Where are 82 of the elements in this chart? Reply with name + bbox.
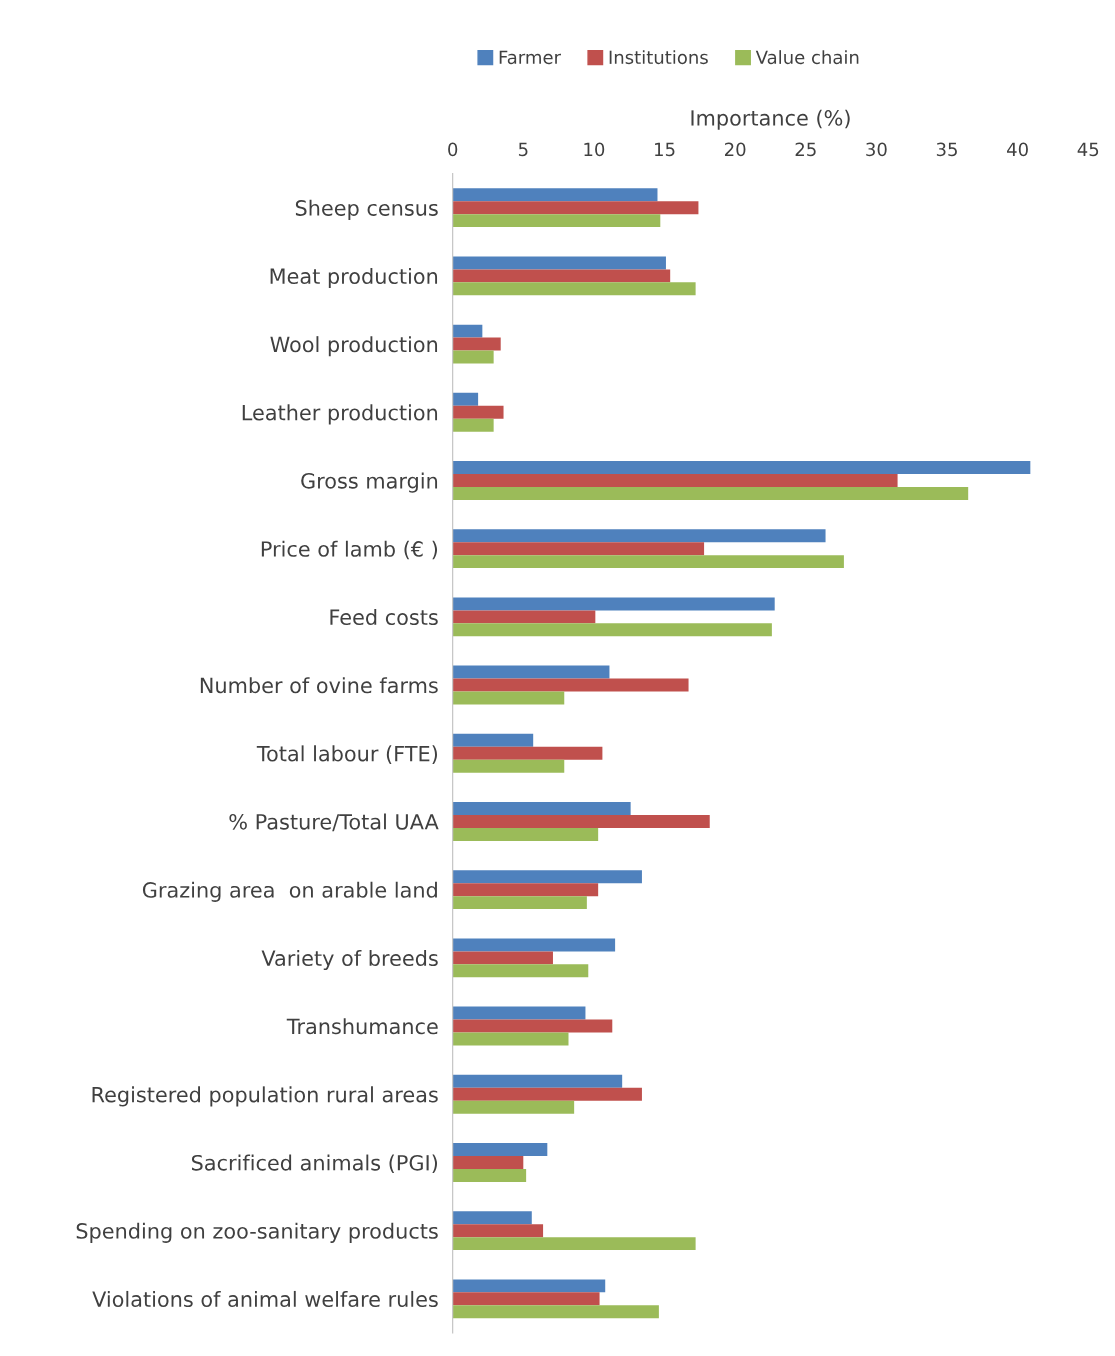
y-tick-label: Number of ovine farms — [200, 677, 438, 694]
x-tick-label: 45 — [1077, 142, 1099, 157]
bar — [452, 951, 553, 965]
x-tick-label: 40 — [1007, 142, 1028, 157]
bar — [452, 610, 596, 624]
bar — [452, 814, 710, 828]
bar — [452, 1006, 586, 1020]
bar — [452, 461, 1031, 474]
bar — [452, 1237, 696, 1251]
bar — [452, 201, 699, 215]
x-tick-label: 10 — [584, 142, 605, 157]
bar — [452, 542, 705, 556]
bar — [452, 324, 483, 338]
x-tick-label: 0 — [448, 142, 458, 157]
x-tick-label: 5 — [518, 142, 528, 157]
bar — [452, 1074, 623, 1088]
bar — [452, 883, 599, 897]
bar — [452, 337, 501, 351]
bar — [452, 214, 661, 228]
y-tick-label: Variety of breeds — [261, 949, 438, 971]
bar — [452, 733, 534, 747]
bar — [452, 418, 494, 432]
legend-label: Institutions — [609, 50, 708, 65]
bar — [452, 256, 666, 270]
bar — [452, 665, 610, 679]
bar — [452, 870, 642, 884]
bar — [452, 678, 689, 692]
bar — [452, 1019, 613, 1033]
bar — [452, 269, 671, 283]
bar — [452, 1087, 642, 1101]
bar — [452, 896, 587, 910]
y-tick-label: Feed costs — [330, 608, 438, 626]
y-tick-label: Leather production — [242, 404, 438, 425]
y-tick-label: Grazing area on arable land — [142, 881, 437, 902]
bar — [452, 188, 658, 202]
y-tick-label: Gross margin — [301, 472, 438, 493]
bar — [452, 282, 696, 296]
bar — [452, 1292, 600, 1306]
x-tick-label: 35 — [936, 142, 957, 157]
bar — [452, 1211, 532, 1225]
y-tick-label: Registered population rural areas — [92, 1086, 438, 1107]
bar — [452, 473, 898, 487]
bar — [452, 350, 494, 364]
bar — [452, 623, 772, 637]
bar — [452, 827, 599, 841]
bar — [452, 1143, 548, 1156]
bar — [452, 938, 616, 952]
y-tick-label: Sacrificed animals (PGI) — [191, 1154, 438, 1174]
bar — [452, 1155, 524, 1169]
bar — [452, 691, 565, 705]
y-tick-label: Violations of animal welfare rules — [92, 1290, 438, 1308]
bar — [452, 1279, 606, 1293]
y-tick-label: Total labour (FTE) — [256, 745, 438, 764]
bar — [452, 405, 504, 419]
x-tick-label: 20 — [724, 142, 746, 157]
bar — [452, 1032, 569, 1046]
bar — [452, 759, 565, 773]
y-tick-label: Price of lamb (€ ) — [261, 540, 438, 560]
bar — [452, 1168, 527, 1182]
bar — [452, 597, 775, 611]
x-tick-label: 15 — [655, 142, 675, 157]
bar — [452, 486, 969, 500]
bar — [452, 746, 603, 760]
bar — [452, 1100, 575, 1114]
y-tick-label: % Pasture/Total UAA — [229, 813, 439, 832]
bar — [452, 555, 844, 569]
bar — [452, 1224, 544, 1238]
legend-label: Farmer — [499, 50, 561, 65]
bar — [452, 392, 479, 406]
bar — [452, 802, 631, 815]
y-tick-label: Wool production — [270, 336, 438, 357]
y-tick-label: Sheep census — [295, 199, 438, 220]
x-tick-label: 30 — [866, 142, 887, 157]
x-tick-label: 25 — [795, 142, 816, 157]
bar — [452, 1305, 659, 1319]
legend-label: Value chain — [755, 50, 859, 65]
y-tick-label: Meat production — [270, 267, 438, 289]
x-axis-title: Importance (%) — [691, 109, 850, 130]
y-tick-label: Spending on zoo-sanitary products — [76, 1222, 438, 1243]
y-tick-label: Transhumance — [286, 1018, 438, 1035]
bar — [452, 529, 826, 543]
bar — [452, 964, 589, 978]
